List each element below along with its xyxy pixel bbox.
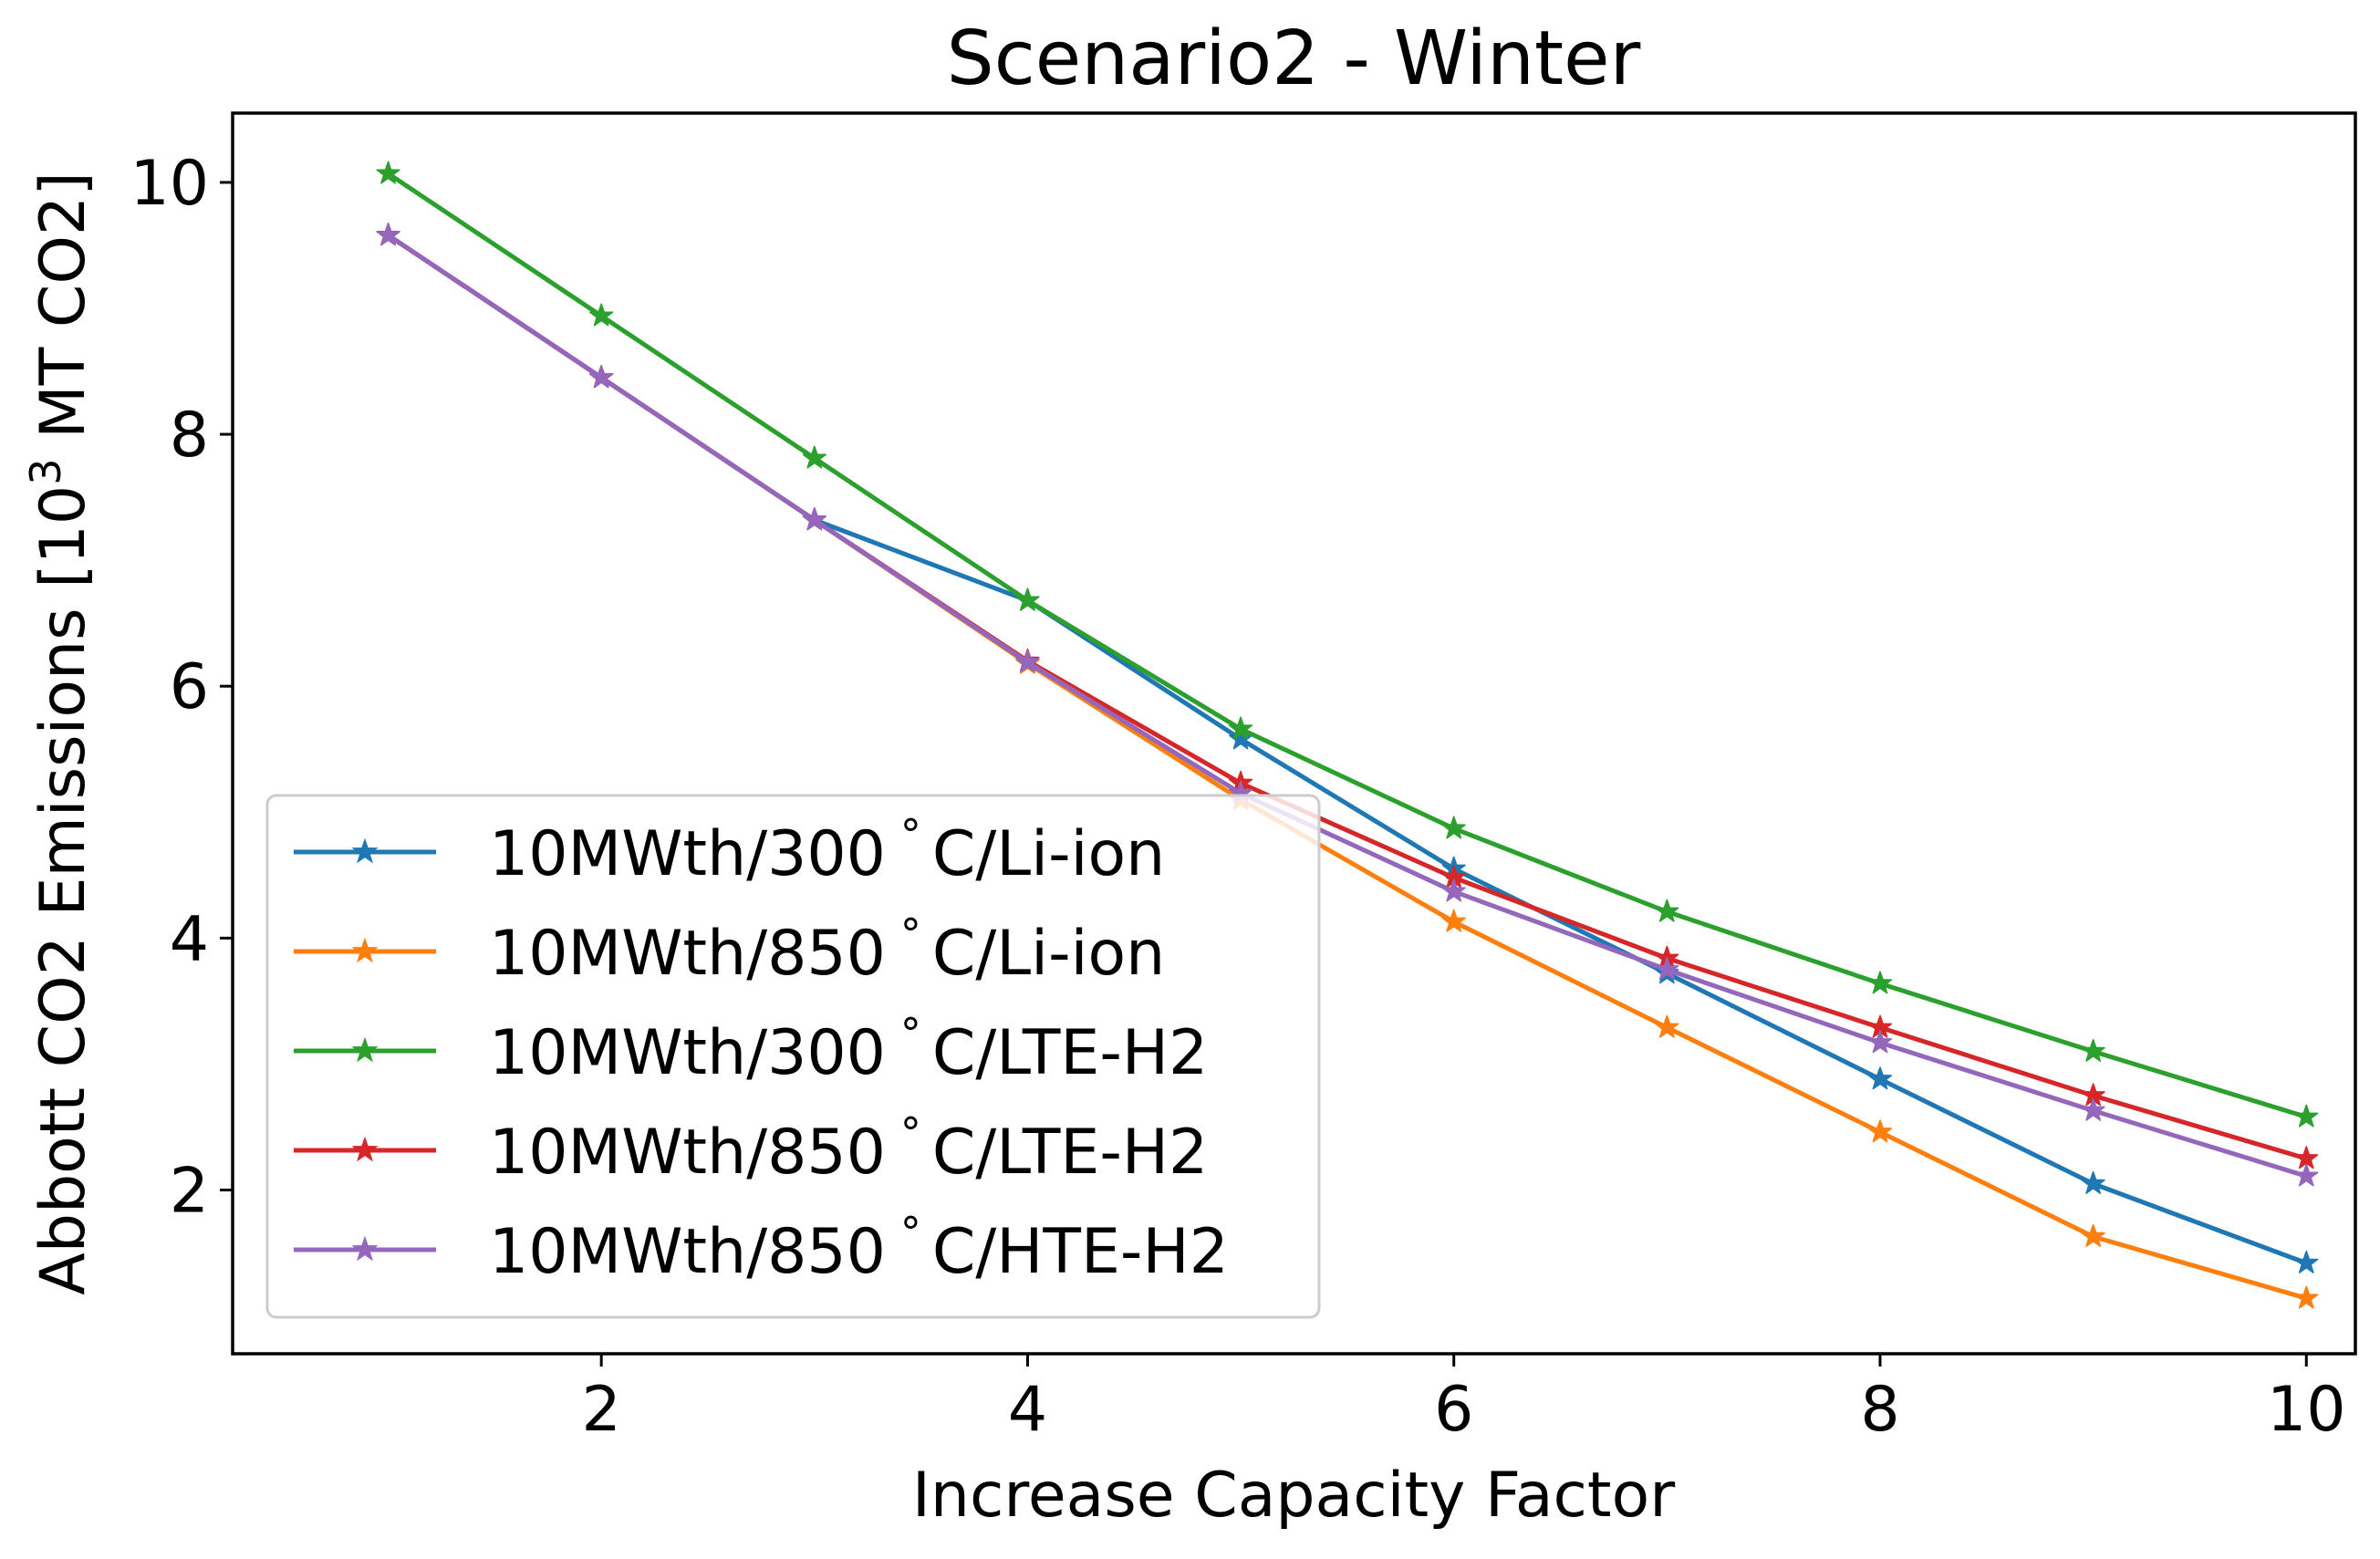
legend-entry: 10MWth/300 ° C/Li-ion [294, 810, 1165, 890]
data-point [1867, 971, 1893, 994]
data-point [802, 445, 826, 469]
legend-label-prefix: 10MWth/300 [489, 818, 886, 890]
y-axis-label-exponent: 3 [21, 459, 70, 485]
y-tick-label: 6 [170, 651, 209, 723]
legend-swatch-marker [351, 937, 379, 963]
data-point [1655, 1014, 1679, 1038]
data-point [2294, 1104, 2319, 1128]
series-line [386, 233, 2309, 1179]
legend-box [265, 794, 1321, 1319]
y-tick-label: 4 [170, 903, 209, 975]
series-group [376, 223, 2319, 1187]
x-tick-label: 8 [1860, 1374, 1899, 1446]
legend-label: 10MWth/300 ° C/Li-ion [489, 810, 1165, 890]
x-tick-label: 6 [1434, 1374, 1473, 1446]
y-tick-label: 2 [170, 1156, 209, 1228]
data-point [1655, 957, 1679, 981]
data-point [1867, 1030, 1893, 1054]
data-point [1015, 650, 1040, 673]
legend-label-degree: ° [900, 1108, 921, 1158]
legend-entry: 10MWth/850 ° C/HTE-H2 [294, 1208, 1229, 1288]
legend-swatch-marker [351, 837, 379, 864]
data-point [1015, 587, 1040, 611]
legend-label-degree: ° [900, 1009, 921, 1058]
data-point [2294, 1285, 2319, 1309]
legend-label-prefix: 10MWth/850 [489, 1216, 886, 1288]
data-point [589, 303, 614, 327]
y-tick-label: 8 [170, 400, 209, 472]
legend-label-suffix: C/HTE-H2 [932, 1216, 1229, 1288]
legend-label-suffix: C/LTE-H2 [932, 1117, 1208, 1189]
legend-label: 10MWth/300 ° C/LTE-H2 [489, 1009, 1208, 1089]
legend-label: 10MWth/850 ° C/Li-ion [489, 909, 1165, 990]
data-point [1441, 878, 1466, 902]
data-point [2294, 1250, 2319, 1273]
x-axis-label: Increase Capacity Factor [912, 1460, 1675, 1532]
legend-label-degree: ° [900, 909, 921, 959]
legend-label: 10MWth/850 ° C/HTE-H2 [489, 1208, 1229, 1288]
data-point [2081, 1038, 2105, 1062]
data-point [2081, 1170, 2105, 1194]
data-point [1441, 909, 1466, 932]
tick-layer: 2 4 6 8 10 2 4 6 8 10 [130, 148, 2345, 1446]
legend-label-degree: ° [900, 810, 921, 859]
legend-label-suffix: C/Li-ion [932, 818, 1165, 890]
y-axis-label-main: Abbott CO2 Emissions [10 [27, 485, 99, 1295]
data-point [802, 507, 826, 531]
data-point [1867, 1119, 1893, 1143]
data-point [589, 365, 614, 389]
y-axis-label-unit: MT CO2] [27, 171, 99, 458]
series-group [376, 161, 2319, 1128]
x-tick-label: 4 [1008, 1374, 1047, 1446]
legend-swatch-marker [351, 1136, 379, 1162]
legend-label-suffix: C/Li-ion [932, 918, 1165, 990]
series-layer [376, 161, 2319, 1309]
series-line [386, 171, 2309, 1119]
plot-frame [231, 111, 2357, 1356]
data-point [376, 161, 400, 184]
data-point [376, 223, 400, 246]
legend-label-prefix: 10MWth/850 [489, 918, 886, 990]
legend-swatch-marker [351, 1036, 379, 1063]
legend-entry: 10MWth/850 ° C/LTE-H2 [294, 1108, 1208, 1189]
legend-swatch-marker [351, 1235, 379, 1262]
data-point [2294, 1146, 2319, 1169]
data-point [1441, 816, 1466, 839]
legend-label-degree: ° [900, 1208, 921, 1257]
legend-label-prefix: 10MWth/300 [489, 1017, 886, 1089]
x-tick-label: 2 [582, 1374, 621, 1446]
data-point [1655, 899, 1679, 922]
data-point [2081, 1223, 2105, 1247]
legend-label-suffix: C/LTE-H2 [932, 1017, 1208, 1089]
y-axis-label: Abbott CO2 Emissions [103 MT CO2] [21, 171, 99, 1294]
data-point [1867, 1066, 1893, 1090]
data-point [2081, 1097, 2105, 1121]
legend-label: 10MWth/850 ° C/LTE-H2 [489, 1108, 1208, 1189]
chart-title: Scenario2 - Winter [947, 16, 1641, 102]
x-tick-label: 10 [2267, 1374, 2346, 1446]
data-point [2294, 1163, 2319, 1187]
legend-entry: 10MWth/300 ° C/LTE-H2 [294, 1009, 1208, 1089]
legend-entry: 10MWth/850 ° C/Li-ion [294, 909, 1165, 990]
legend-label-prefix: 10MWth/850 [489, 1117, 886, 1189]
data-point [1228, 716, 1253, 740]
y-tick-label: 10 [130, 148, 209, 220]
